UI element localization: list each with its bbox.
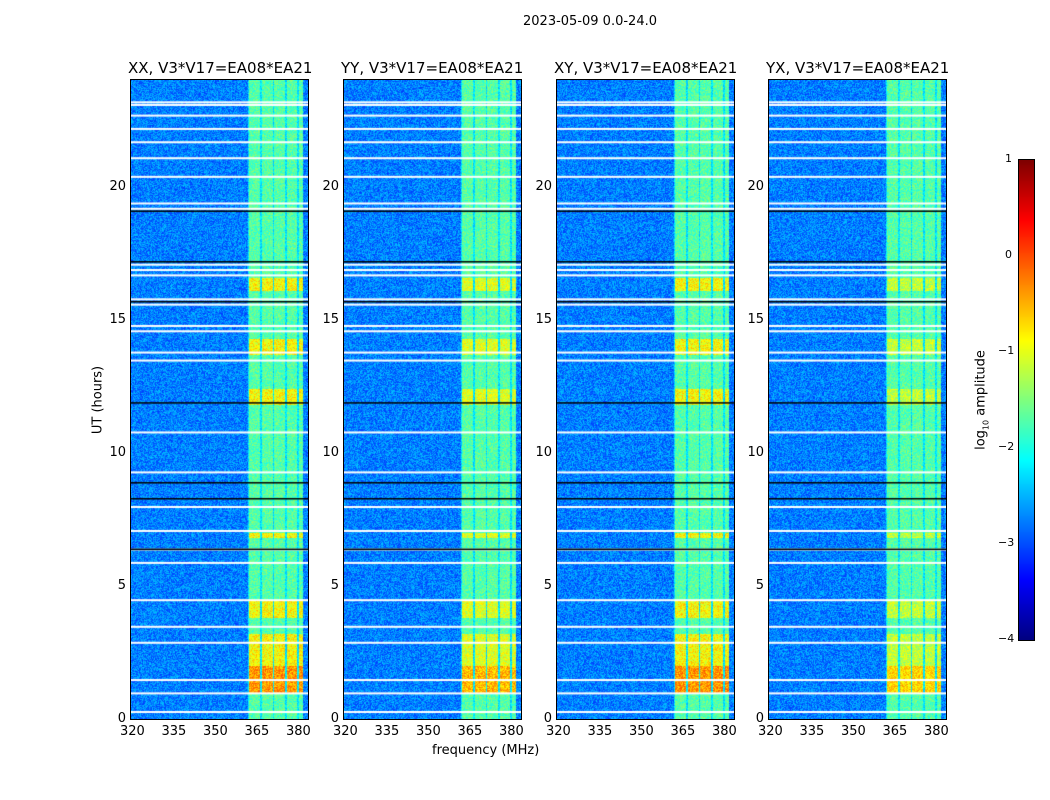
x-tick-label: 380: [923, 724, 949, 739]
x-tick-label: 320: [546, 724, 571, 739]
heatmap-panel-0: [131, 80, 308, 719]
x-tick-label: 320: [758, 724, 783, 739]
x-tick-label: 380: [711, 724, 737, 739]
y-tick-label: 5: [543, 577, 552, 593]
x-tick-label: 350: [202, 724, 228, 739]
colorbar-tick-label: −2: [998, 440, 1015, 453]
y-axis-label: UT (hours): [90, 365, 106, 435]
x-tick-label: 335: [374, 724, 400, 739]
x-tick-label: 335: [587, 724, 613, 739]
y-tick-label: 10: [535, 444, 552, 460]
heatmap-panel-1: [344, 80, 521, 719]
y-tick-label: 10: [322, 444, 339, 460]
y-tick-label: 15: [535, 311, 552, 327]
y-tick-label: 0: [330, 711, 339, 726]
colorbar-tick-label: −4: [998, 632, 1015, 645]
panel-title: YY, V3*V17=EA08*EA21: [341, 59, 524, 77]
colorbar-tick-label: 0: [1005, 248, 1012, 261]
y-tick-label: 0: [543, 711, 552, 726]
y-tick-label: 20: [747, 178, 764, 194]
y-tick-label: 0: [755, 711, 764, 726]
panel-title: XX, V3*V17=EA08*EA21: [128, 59, 313, 77]
x-tick-label: 350: [628, 724, 654, 739]
x-tick-label: 380: [285, 724, 311, 739]
colorbar-tick-label: 1: [1005, 152, 1012, 165]
x-tick-label: 380: [498, 724, 524, 739]
y-tick-label: 0: [117, 711, 126, 726]
x-tick-label: 365: [670, 724, 696, 739]
y-tick-label: 15: [109, 311, 126, 327]
y-tick-label: 10: [109, 444, 126, 460]
x-tick-label: 320: [333, 724, 358, 739]
heatmap-panel-3: [769, 80, 946, 719]
heatmap-panel-2: [557, 80, 734, 719]
panel-title: XY, V3*V17=EA08*EA21: [554, 59, 738, 77]
y-tick-label: 20: [322, 178, 339, 194]
x-tick-label: 350: [415, 724, 441, 739]
x-tick-label: 320: [120, 724, 145, 739]
y-tick-label: 10: [747, 444, 764, 460]
x-tick-label: 335: [799, 724, 825, 739]
colorbar-tick-label: −3: [998, 536, 1015, 549]
figure-title: 2023-05-09 0.0-24.0: [523, 14, 657, 29]
x-axis-label: frequency (MHz): [432, 743, 540, 758]
x-tick-label: 365: [882, 724, 908, 739]
colorbar: [1019, 160, 1034, 640]
x-tick-label: 365: [457, 724, 483, 739]
x-tick-label: 365: [244, 724, 270, 739]
y-tick-label: 5: [755, 577, 764, 593]
x-tick-label: 335: [161, 724, 187, 739]
colorbar-tick-label: −1: [998, 344, 1015, 357]
y-tick-label: 5: [330, 577, 339, 593]
colorbar-label: log10 amplitude: [973, 350, 991, 450]
y-tick-label: 15: [747, 311, 764, 327]
x-tick-label: 350: [840, 724, 866, 739]
y-tick-label: 15: [322, 311, 339, 327]
y-tick-label: 5: [117, 577, 126, 593]
panel-title: YX, V3*V17=EA08*EA21: [766, 59, 950, 77]
y-tick-label: 20: [535, 178, 552, 194]
y-tick-label: 20: [109, 178, 126, 194]
